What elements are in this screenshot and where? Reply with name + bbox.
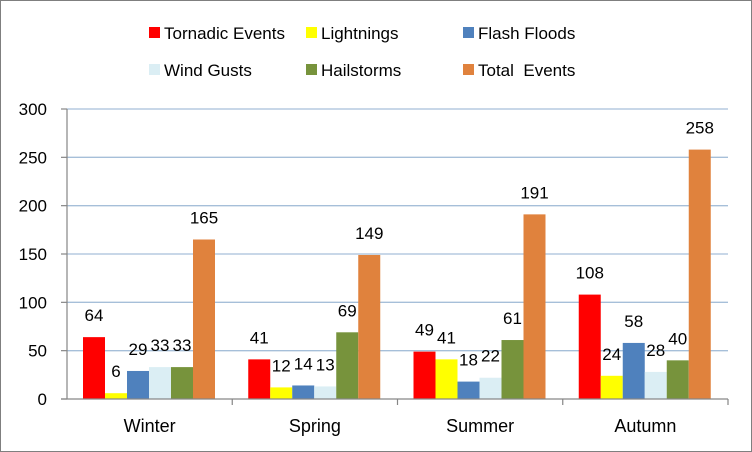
data-label-flash-floods-spring: 14 bbox=[294, 354, 313, 373]
y-tick-label-0: 0 bbox=[38, 390, 47, 409]
y-tick-label-250: 250 bbox=[19, 148, 47, 167]
data-label-lightnings-winter: 6 bbox=[111, 362, 120, 381]
legend-label-tornadic-events: Tornadic Events bbox=[164, 24, 285, 43]
y-tick-label-50: 50 bbox=[28, 342, 47, 361]
data-label-tornadic-events-summer: 49 bbox=[415, 321, 434, 340]
bar-total-events-spring bbox=[358, 254, 381, 399]
bar-hailstorms-spring bbox=[336, 332, 359, 399]
legend-swatch-flash-floods bbox=[463, 27, 474, 38]
data-label-total-events-autumn: 258 bbox=[686, 119, 714, 138]
data-label-wind-gusts-autumn: 28 bbox=[646, 341, 665, 360]
data-label-tornadic-events-winter: 64 bbox=[85, 306, 104, 325]
bar-lightnings-summer bbox=[435, 359, 458, 399]
data-label-wind-gusts-summer: 22 bbox=[481, 347, 500, 366]
data-label-total-events-summer: 191 bbox=[520, 183, 548, 202]
legend-item-tornadic-events: Tornadic Events bbox=[149, 24, 285, 43]
bar-tornadic-events-spring bbox=[248, 359, 271, 399]
data-label-lightnings-spring: 12 bbox=[272, 356, 291, 375]
y-tick-label-200: 200 bbox=[19, 197, 47, 216]
bar-tornadic-events-summer bbox=[413, 351, 436, 399]
data-label-hailstorms-winter: 33 bbox=[173, 336, 192, 355]
legend-label-lightnings: Lightnings bbox=[321, 24, 399, 43]
data-label-lightnings-autumn: 24 bbox=[602, 345, 621, 364]
data-label-lightnings-summer: 41 bbox=[437, 328, 456, 347]
bar-wind-gusts-spring bbox=[314, 386, 337, 399]
x-tick-label-autumn: Autumn bbox=[614, 416, 676, 436]
bar-lightnings-autumn bbox=[600, 375, 623, 399]
data-label-tornadic-events-autumn: 108 bbox=[576, 264, 604, 283]
bar-lightnings-spring bbox=[270, 387, 293, 399]
legend-item-flash-floods: Flash Floods bbox=[463, 24, 575, 43]
x-tick-label-winter: Winter bbox=[124, 416, 176, 436]
legend: Tornadic Events Lightnings Flash Floods Win… bbox=[149, 24, 575, 80]
y-tick-label-100: 100 bbox=[19, 293, 47, 312]
legend-label-wind-gusts: Wind Gusts bbox=[164, 61, 252, 80]
data-label-wind-gusts-winter: 33 bbox=[151, 336, 170, 355]
bar-hailstorms-winter bbox=[171, 367, 193, 399]
legend-swatch-wind-gusts bbox=[149, 64, 160, 75]
bar-wind-gusts-winter bbox=[149, 367, 171, 399]
bar-lightnings-winter bbox=[105, 393, 127, 399]
gridlines bbox=[67, 108, 728, 352]
bar-tornadic-events-autumn bbox=[578, 294, 601, 399]
data-label-tornadic-events-spring: 41 bbox=[250, 328, 269, 347]
bar-total-events-autumn bbox=[688, 149, 711, 399]
bar-flash-floods-spring bbox=[292, 385, 315, 399]
data-label-flash-floods-winter: 29 bbox=[129, 340, 148, 359]
data-label-flash-floods-summer: 18 bbox=[459, 351, 478, 370]
x-tick-label-spring: Spring bbox=[289, 416, 341, 436]
legend-item-hailstorms: Hailstorms bbox=[306, 61, 401, 80]
legend-label-hailstorms: Hailstorms bbox=[321, 61, 401, 80]
bar-wind-gusts-summer bbox=[479, 377, 502, 399]
y-tick-label-150: 150 bbox=[19, 245, 47, 264]
legend-label-flash-floods: Flash Floods bbox=[478, 24, 575, 43]
bar-hailstorms-autumn bbox=[666, 360, 689, 399]
data-label-wind-gusts-spring: 13 bbox=[316, 355, 335, 374]
bar-flash-floods-autumn bbox=[622, 342, 645, 399]
data-label-hailstorms-autumn: 40 bbox=[668, 329, 687, 348]
bar-hailstorms-summer bbox=[501, 340, 524, 399]
legend-label-total-events: Total Events bbox=[478, 61, 575, 80]
data-label-total-events-spring: 149 bbox=[355, 224, 383, 243]
data-label-total-events-winter: 165 bbox=[190, 209, 218, 228]
bars bbox=[83, 149, 711, 399]
bar-flash-floods-winter bbox=[127, 370, 149, 399]
data-label-flash-floods-autumn: 58 bbox=[624, 312, 643, 331]
legend-swatch-total-events bbox=[463, 64, 474, 75]
axes: 0 50 100 150 200 250 300 Winter Spring Summer Autu… bbox=[19, 100, 729, 436]
x-tick-label-summer: Summer bbox=[446, 416, 514, 436]
bar-flash-floods-summer bbox=[457, 381, 480, 399]
legend-swatch-hailstorms bbox=[306, 64, 317, 75]
legend-item-total-events: Total Events bbox=[463, 61, 575, 80]
data-label-hailstorms-summer: 61 bbox=[503, 309, 522, 328]
bar-tornadic-events-winter bbox=[83, 337, 105, 399]
legend-item-wind-gusts: Wind Gusts bbox=[149, 61, 252, 80]
data-label-hailstorms-spring: 69 bbox=[338, 301, 357, 320]
legend-item-lightnings: Lightnings bbox=[306, 24, 399, 43]
bar-wind-gusts-autumn bbox=[644, 371, 667, 399]
bar-total-events-winter bbox=[193, 239, 215, 399]
legend-swatch-lightnings bbox=[306, 27, 317, 38]
y-tick-label-300: 300 bbox=[19, 100, 47, 119]
bar-total-events-summer bbox=[523, 214, 546, 399]
legend-swatch-tornadic-events bbox=[149, 27, 160, 38]
